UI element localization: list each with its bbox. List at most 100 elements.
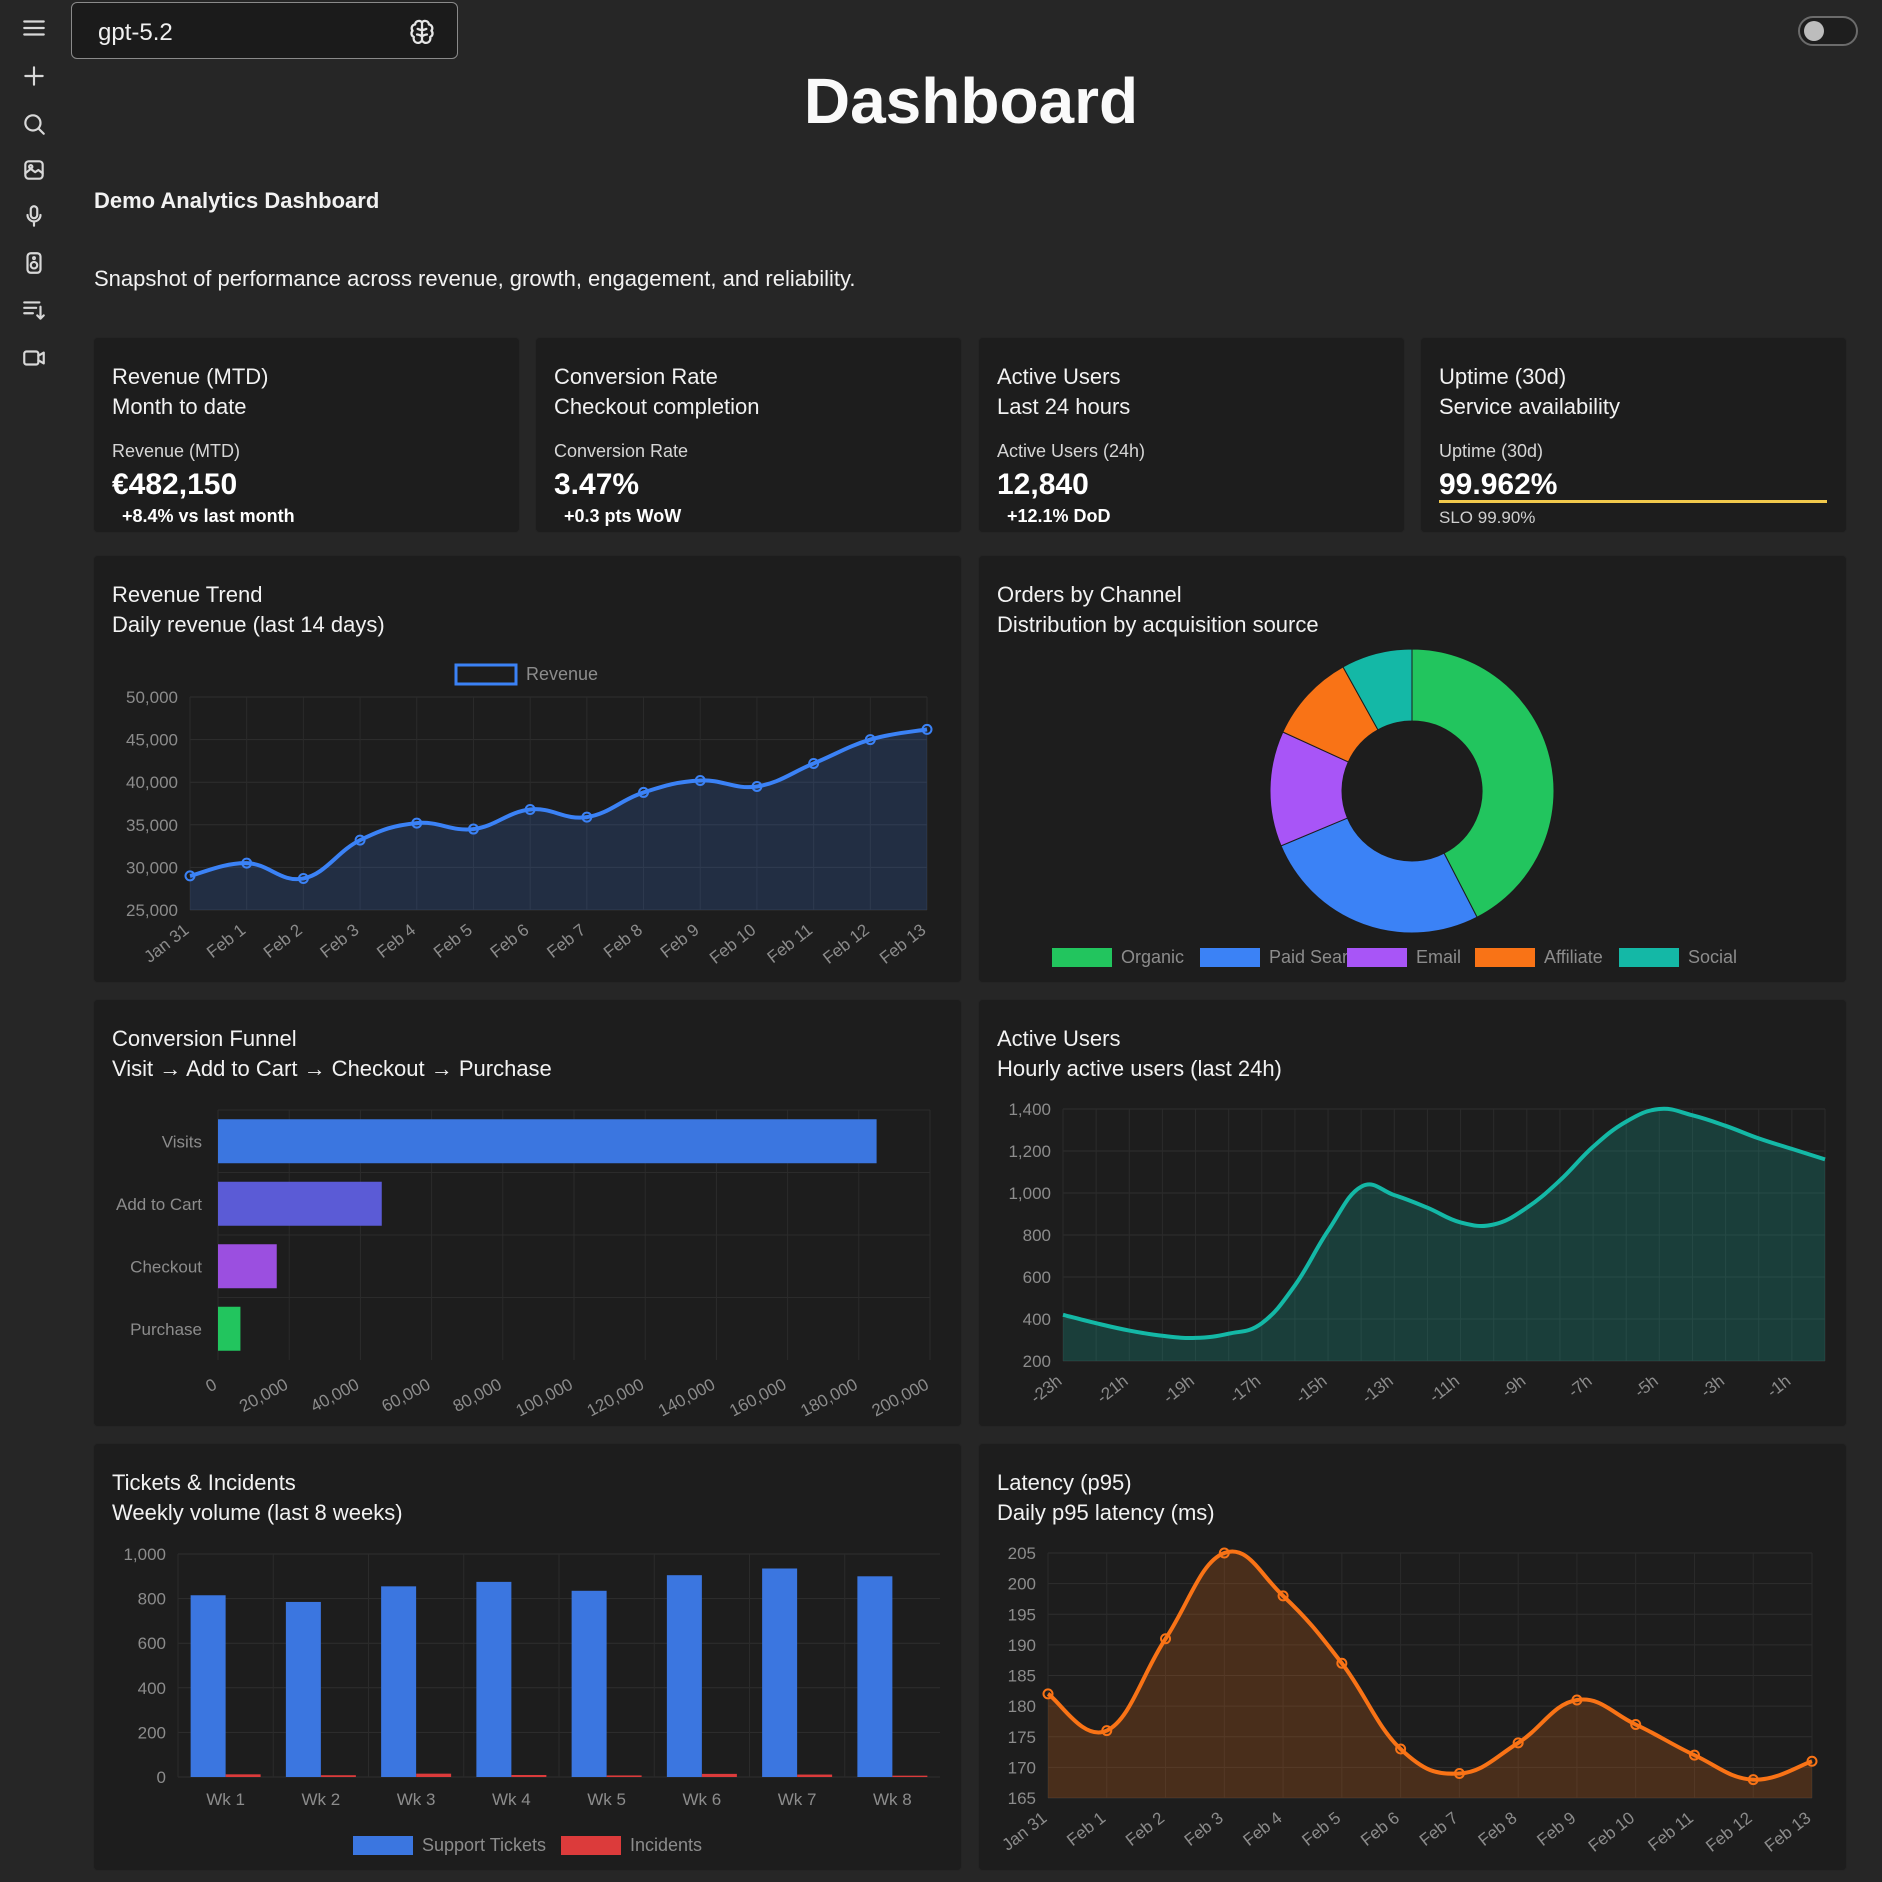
data-point (1806, 1755, 1818, 1767)
x-tick-label: Feb 7 (1416, 1808, 1462, 1850)
data-point (1512, 1737, 1524, 1749)
legend-label: Organic (1121, 947, 1184, 967)
x-tick-label: Wk 1 (206, 1790, 245, 1809)
y-tick-label: 200 (1008, 1575, 1036, 1594)
x-tick-label: Feb 8 (600, 920, 646, 962)
left-rail (0, 0, 66, 1882)
kpi-label: Conversion Rate (554, 441, 689, 461)
kpi-subtitle: Service availability (1439, 394, 1620, 419)
plus-icon[interactable] (16, 58, 52, 94)
series-line (189, 727, 928, 882)
x-tick-label: Jan 31 (141, 920, 193, 966)
y-tick-label: 190 (1008, 1636, 1036, 1655)
y-tick-label: Purchase (130, 1320, 202, 1339)
kpi-title: Active Users (997, 364, 1121, 389)
x-tick-label: Wk 7 (778, 1790, 817, 1809)
x-tick-label: 180,000 (797, 1375, 860, 1421)
bar-support-tickets (857, 1576, 893, 1777)
data-point (1336, 1657, 1348, 1669)
bar-support-tickets (666, 1575, 702, 1777)
y-tick-label: Checkout (130, 1257, 202, 1276)
x-tick-label: Feb 9 (657, 920, 703, 962)
x-tick-label: Feb 12 (1702, 1808, 1755, 1856)
y-tick-label: 0 (157, 1768, 166, 1787)
bar-incidents (892, 1775, 928, 1777)
y-tick-label: Add to Cart (116, 1195, 202, 1214)
speaker-icon[interactable] (16, 245, 52, 281)
x-tick-label: Feb 6 (487, 920, 533, 962)
bar-incidents (606, 1775, 642, 1777)
conversion-funnel-card: Conversion Funnel Visit → Add to Cart → C… (94, 1000, 961, 1426)
uptime-bar-fill (1439, 500, 1827, 503)
funnel-bar (218, 1119, 877, 1164)
bar-support-tickets (381, 1586, 417, 1777)
x-tick-label: Wk 2 (302, 1790, 341, 1809)
bar-incidents (320, 1775, 356, 1777)
bar-support-tickets (571, 1590, 607, 1777)
x-tick-label: -7h (1564, 1371, 1595, 1401)
card-title-block: Orders by Channel Distribution by acquisi… (997, 580, 1319, 640)
data-point (808, 757, 820, 769)
legend-swatch (1200, 948, 1260, 967)
series-area (190, 729, 927, 910)
data-point (184, 870, 196, 882)
search-icon[interactable] (16, 106, 52, 142)
latency-card: Latency (p95) Daily p95 latency (ms) 165 1… (979, 1444, 1846, 1870)
x-tick-label: -23h (1027, 1371, 1066, 1407)
page-subtitle: Demo Analytics Dashboard (94, 188, 380, 213)
y-tick-label: 200 (138, 1723, 166, 1742)
data-point (241, 857, 253, 869)
legend-swatch (1475, 948, 1535, 967)
video-icon[interactable] (16, 340, 52, 376)
kpi-value: €482,150 (112, 468, 238, 501)
kpi-card-revenue: Revenue (MTD) Month to date Revenue (MTD)… (94, 338, 519, 532)
y-tick-label: 170 (1008, 1758, 1036, 1777)
x-tick-label: -15h (1292, 1371, 1331, 1407)
kpi-value: 12,840 (997, 468, 1089, 501)
kpi-title: Conversion Rate (554, 364, 718, 389)
kpi-title-block: Conversion Rate Checkout completion (554, 362, 759, 422)
y-tick-label: 30,000 (126, 858, 178, 877)
kpi-delta: +12.1% DoD (1007, 506, 1111, 526)
x-tick-label: Wk 4 (492, 1790, 531, 1809)
x-tick-label: Feb 13 (876, 920, 929, 968)
card-subtitle: Weekly volume (last 8 weeks) (112, 1500, 403, 1525)
model-selector[interactable]: gpt-5.2 (71, 2, 458, 59)
microphone-icon[interactable] (16, 198, 52, 234)
y-tick-label: 50,000 (126, 688, 178, 707)
kpi-title: Revenue (MTD) (112, 364, 269, 389)
x-tick-label: Feb 3 (317, 920, 363, 962)
kpi-title-block: Active Users Last 24 hours (997, 362, 1130, 422)
x-tick-label: Feb 1 (1063, 1808, 1109, 1850)
bar-incidents (225, 1774, 261, 1777)
y-tick-label: 35,000 (126, 816, 178, 835)
x-tick-label: -13h (1358, 1371, 1397, 1407)
y-tick-label: 195 (1008, 1605, 1036, 1624)
y-tick-label: 800 (138, 1590, 166, 1609)
image-icon[interactable] (16, 152, 52, 188)
x-tick-label: 60,000 (379, 1375, 434, 1416)
theme-toggle[interactable] (1798, 16, 1858, 46)
card-title-block: Conversion Funnel Visit → Add to Cart → C… (112, 1024, 552, 1084)
x-tick-label: 120,000 (584, 1375, 647, 1421)
data-point (1160, 1633, 1172, 1645)
card-title: Conversion Funnel (112, 1026, 297, 1051)
bar-incidents (416, 1773, 452, 1777)
conversion-funnel-chart: 0 20,000 40,000 60,000 80,000 100,000 120,000 1… (116, 1109, 932, 1421)
y-tick-label: 400 (138, 1679, 166, 1698)
playlist-icon[interactable] (16, 292, 52, 328)
bar-support-tickets (762, 1568, 798, 1777)
x-tick-label: Feb 4 (1240, 1808, 1286, 1850)
data-point (297, 872, 309, 884)
y-tick-label: 400 (1023, 1310, 1051, 1329)
funnel-bar (218, 1181, 382, 1226)
x-tick-label: -1h (1763, 1371, 1794, 1401)
data-point (1277, 1590, 1289, 1602)
x-tick-label: Feb 2 (1122, 1808, 1168, 1850)
menu-icon[interactable] (16, 10, 52, 46)
kpi-card-conversion: Conversion Rate Checkout completion Conve… (536, 338, 961, 532)
data-point (1688, 1749, 1700, 1761)
x-tick-label: -17h (1226, 1371, 1265, 1407)
card-title-block: Active Users Hourly active users (last 24… (997, 1024, 1282, 1084)
